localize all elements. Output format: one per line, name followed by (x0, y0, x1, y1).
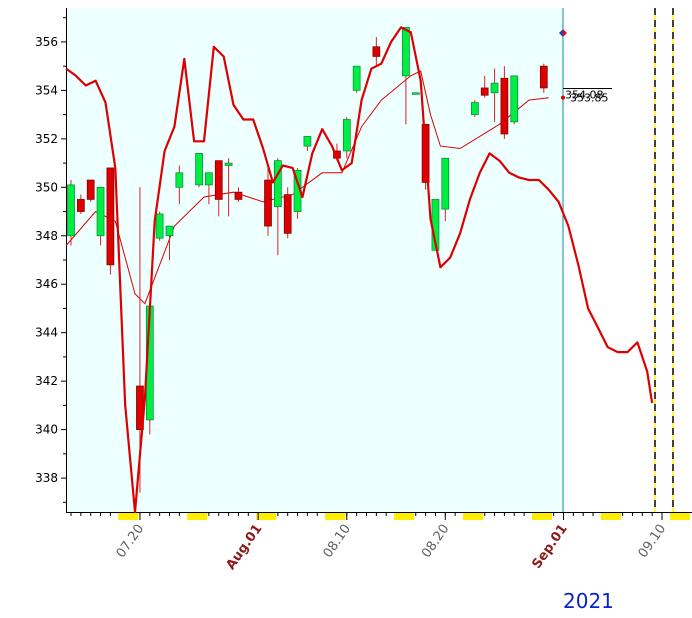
candle-body (96, 186, 105, 237)
candle-body (155, 213, 164, 239)
candle-body (274, 160, 282, 208)
candle-body (76, 199, 85, 212)
candle-body (195, 153, 203, 186)
weekend-marker (325, 513, 346, 520)
candle-body (86, 179, 95, 200)
candle-up (175, 165, 184, 205)
plot-background-history (66, 8, 563, 512)
candle-body (234, 191, 243, 200)
candle-up (402, 27, 410, 125)
candle-up (411, 92, 420, 95)
candle-body (352, 65, 361, 91)
y-tick-label: 348 (35, 229, 58, 243)
candle-down (500, 66, 509, 139)
y-tick-label: 338 (35, 471, 58, 485)
candle-body (372, 46, 381, 57)
candle-down (480, 75, 489, 98)
price-dot (561, 95, 565, 100)
weekend-marker (394, 513, 415, 520)
weekend-marker (669, 513, 690, 520)
candle-up (303, 136, 312, 151)
candle-body (490, 82, 499, 94)
price-label-close: 354.08 (565, 88, 604, 101)
candle-up (471, 100, 479, 118)
candle-up (441, 157, 450, 222)
candle-down (106, 167, 115, 275)
candle-body (411, 92, 420, 95)
candle-body (214, 160, 223, 200)
candle-body (205, 172, 213, 186)
candle-up (165, 225, 174, 260)
cursor-marker-left (559, 29, 563, 37)
candle-body (402, 27, 410, 77)
candle-body (480, 87, 489, 96)
candle-down (283, 187, 292, 239)
thick-trend-line (65, 26, 654, 514)
candle-down (234, 187, 243, 202)
y-tick-label: 342 (35, 374, 58, 388)
y-tick-label: 344 (35, 326, 58, 340)
candle-up (510, 75, 519, 125)
candle-body (303, 136, 312, 147)
plot-background-forecast (563, 8, 692, 512)
weekend-marker (256, 513, 277, 520)
candle-down (214, 160, 223, 217)
candle-up (224, 158, 233, 217)
candle-body (165, 225, 174, 237)
cursor-marker-right (563, 29, 567, 37)
candle-up (155, 211, 164, 241)
y-tick-label: 346 (35, 277, 58, 291)
candle-up (490, 68, 499, 122)
y-tick-label: 350 (35, 180, 58, 194)
candle-body (500, 77, 509, 135)
x-tick-label: 08.20 (419, 522, 453, 561)
y-tick-label: 354 (35, 83, 58, 97)
candle-down (86, 179, 95, 202)
candle-body (106, 167, 115, 266)
candle-down (539, 63, 548, 93)
y-tick-label: 356 (35, 35, 58, 49)
weekend-marker (463, 513, 483, 520)
candle-body (342, 119, 351, 152)
price-label-avg: 353.85 (570, 91, 609, 104)
candle-up (342, 117, 351, 159)
weekend-marker (187, 513, 208, 520)
candle-down (264, 165, 272, 236)
candle-body (224, 162, 233, 166)
y-tick-label: 340 (35, 423, 58, 437)
candle-up (205, 172, 213, 205)
candle-body (175, 172, 184, 188)
candle-up (195, 153, 203, 188)
x-tick-label: 07.20 (114, 522, 148, 561)
candle-body (67, 184, 75, 237)
x-tick-label: 09.10 (636, 522, 670, 561)
weekend-marker (600, 513, 621, 520)
candle-down (372, 37, 381, 67)
candle-up (96, 186, 105, 246)
candle-up (67, 180, 75, 246)
weekend-marker (118, 513, 139, 520)
candle-up (352, 65, 361, 93)
candle-body (510, 75, 519, 123)
weekend-marker (531, 513, 552, 520)
x-tick-label: Sep.01 (530, 522, 571, 572)
x-tick-label: Aug.01 (224, 522, 266, 573)
candle-body (264, 179, 272, 227)
y-tick-label: 352 (35, 132, 58, 146)
candle-down (76, 194, 85, 214)
year-label: 2021 (563, 589, 614, 613)
candle-body (283, 194, 292, 234)
candle-body (441, 157, 450, 210)
candle-body (539, 65, 548, 89)
x-tick-label: 08.10 (320, 522, 354, 561)
candle-body (471, 102, 479, 115)
